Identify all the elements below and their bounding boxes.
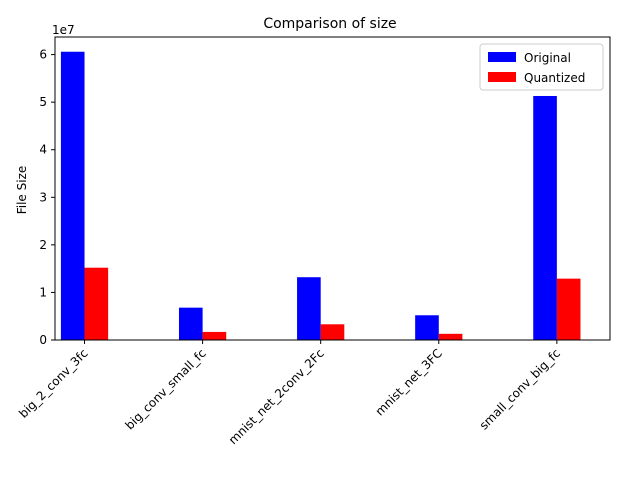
bar-original-2 (297, 277, 321, 340)
bar-quantized-0 (84, 267, 109, 340)
bar-quantized-2 (320, 324, 345, 340)
y-tick-label-1: 1 (39, 285, 47, 299)
legend: Original Quantized (479, 43, 604, 91)
bar-original-1 (178, 307, 203, 340)
bar-original-3 (415, 315, 439, 340)
y-tick-label-5: 5 (39, 95, 47, 109)
y-tick-label-0: 0 (39, 333, 47, 347)
y-offset-label: 1e7 (52, 23, 75, 37)
y-tick-label-3: 3 (39, 190, 47, 204)
y-tick-label-2: 2 (39, 238, 47, 252)
legend-swatch-quantized (488, 72, 516, 82)
y-axis: 0 1 2 3 4 5 6 (39, 48, 55, 347)
legend-swatch-original (488, 52, 516, 62)
plot-frame (54, 36, 611, 341)
legend-label-quantized: Quantized (524, 71, 585, 85)
bar-original-4 (533, 95, 557, 341)
legend-label-original: Original (524, 51, 571, 65)
y-axis-label: File Size (15, 166, 29, 215)
bar-quantized-4 (556, 278, 581, 340)
y-tick-label-4: 4 (39, 143, 47, 157)
bar-original-0 (60, 51, 85, 341)
bar-quantized-3 (438, 333, 463, 340)
y-tick-label-6: 6 (39, 48, 47, 62)
chart-title: Comparison of size (263, 16, 396, 32)
bar-quantized-1 (202, 331, 227, 340)
bars-group (60, 51, 581, 341)
